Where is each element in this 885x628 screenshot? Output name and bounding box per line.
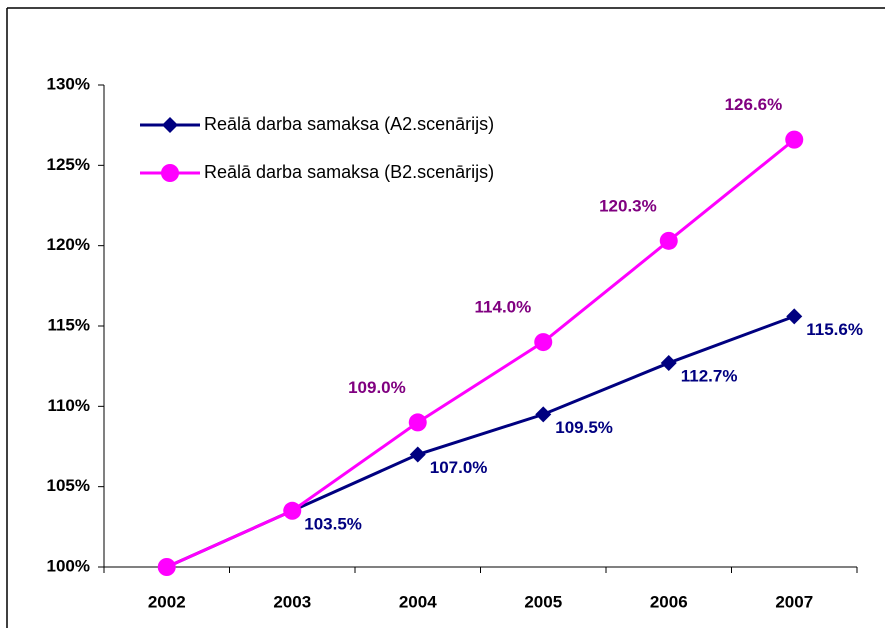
data-label: 107.0%	[430, 458, 488, 477]
data-point	[786, 308, 803, 325]
x-tick-label: 2004	[399, 592, 437, 611]
data-point	[534, 333, 553, 352]
y-tick-label: 125%	[47, 155, 90, 174]
data-label: 112.7%	[681, 366, 738, 385]
x-tick-label: 2006	[650, 592, 688, 611]
x-tick-label: 2003	[273, 592, 311, 611]
data-label: 109.5%	[555, 418, 613, 437]
data-label: 103.5%	[304, 514, 362, 533]
y-tick-label: 100%	[47, 556, 90, 575]
legend-label: Reālā darba samaksa (A2.scenārijs)	[204, 114, 494, 134]
data-label: 109.0%	[348, 378, 406, 397]
data-label: 114.0%	[475, 298, 532, 317]
data-point	[409, 446, 426, 463]
legend-marker	[162, 117, 178, 133]
x-tick-label: 2005	[524, 592, 562, 611]
y-tick-label: 120%	[47, 235, 90, 254]
data-label: 126.6%	[725, 95, 783, 114]
x-tick-label: 2007	[775, 592, 813, 611]
y-tick-label: 115%	[47, 315, 90, 334]
series-line	[166, 138, 796, 569]
data-point	[659, 231, 678, 250]
y-tick-label: 110%	[47, 396, 90, 415]
data-label: 120.3%	[599, 196, 657, 215]
data-label: 115.6%	[806, 320, 863, 339]
legend-marker	[161, 164, 179, 182]
data-point	[157, 558, 176, 576]
legend-label: Reālā darba samaksa (B2.scenārijs)	[204, 162, 494, 182]
data-point	[283, 501, 302, 520]
y-tick-label: 105%	[47, 476, 90, 495]
x-tick-label: 2002	[148, 592, 186, 611]
data-point	[535, 406, 552, 423]
data-point	[785, 130, 804, 149]
y-tick-label: 130%	[47, 74, 90, 93]
data-point	[408, 413, 427, 432]
data-point	[660, 354, 677, 371]
